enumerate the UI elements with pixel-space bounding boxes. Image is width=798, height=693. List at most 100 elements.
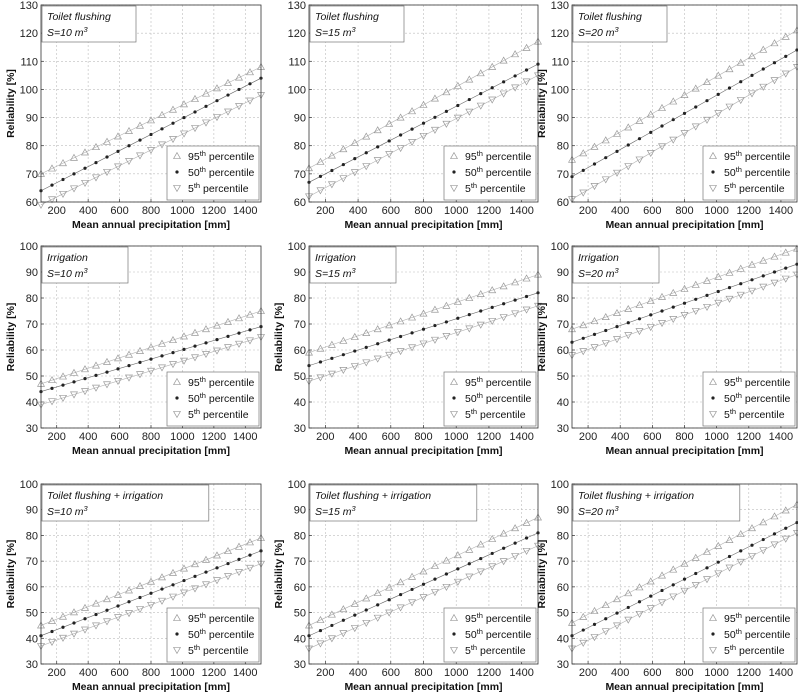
- data-point: [50, 629, 54, 634]
- legend-marker: [711, 170, 715, 174]
- data-point: [499, 90, 508, 98]
- data-point: [691, 123, 700, 131]
- data-point: [91, 622, 101, 630]
- data-point: [694, 105, 698, 109]
- y-tick-label: 30: [557, 423, 569, 435]
- data-point: [770, 252, 779, 260]
- legend-marker: [172, 151, 182, 159]
- data-point: [157, 364, 167, 372]
- legend-marker: [175, 632, 179, 636]
- data-point: [465, 325, 474, 333]
- data-point: [124, 350, 134, 358]
- data-point: [590, 142, 599, 150]
- x-tick-label: 1400: [509, 205, 533, 217]
- data-point: [201, 555, 211, 563]
- data-point: [581, 336, 585, 340]
- data-point: [157, 141, 167, 149]
- data-point: [612, 336, 622, 344]
- axes-frame: [571, 245, 798, 429]
- x-tick-label: 800: [675, 667, 693, 679]
- data-point: [226, 561, 230, 566]
- data-point: [421, 327, 426, 331]
- data-point: [669, 97, 678, 105]
- y-tick-label: 30: [557, 659, 569, 671]
- legend-label: 95th percentile: [724, 611, 791, 625]
- data-point: [190, 328, 200, 336]
- data-point: [387, 139, 391, 143]
- subplot: 200 400 600 800 1000 1200 1400 30 40 50 60 70 80 90 10…: [273, 479, 543, 693]
- legend-box: [166, 145, 260, 201]
- data-point: [750, 73, 754, 77]
- x-tick-label: 1000: [170, 431, 194, 443]
- data-point: [91, 384, 101, 392]
- x-tick-label: 1400: [233, 667, 257, 679]
- data-point: [408, 572, 417, 580]
- data-point: [362, 359, 371, 367]
- x-tick-label: 600: [382, 205, 400, 217]
- data-point: [80, 148, 90, 156]
- data-point: [91, 174, 101, 182]
- data-point: [215, 566, 219, 570]
- x-tick-label: 1200: [737, 205, 761, 217]
- data-point: [83, 377, 87, 381]
- data-point: [770, 541, 779, 549]
- series-0: [567, 500, 798, 626]
- data-point: [190, 354, 200, 362]
- series-1: [570, 520, 798, 638]
- data-point: [739, 80, 743, 84]
- data-point: [522, 78, 531, 86]
- data-point: [385, 119, 394, 127]
- data-point: [581, 628, 585, 632]
- x-tick-label: 1000: [704, 431, 728, 443]
- x-tick-label: 200: [316, 667, 334, 679]
- data-point: [223, 317, 233, 325]
- legend: 95th percentile 50th percentile 5th percen…: [166, 607, 260, 663]
- data-point: [442, 120, 451, 128]
- series-line: [40, 310, 262, 385]
- data-point: [396, 317, 405, 325]
- data-point: [770, 512, 779, 520]
- data-point: [408, 107, 417, 115]
- data-point: [601, 628, 610, 636]
- y-tick-label: 80: [557, 141, 569, 153]
- storage-superscript: 3: [351, 25, 356, 34]
- panel-annotation: Toilet flushing + irrigation S=10 m3: [41, 484, 210, 522]
- subplot: 200 400 600 800 1000 1200 1400 30 40 50 60 70 80 90 10…: [536, 241, 798, 457]
- x-axis-label: Mean annual precipitation [mm]: [344, 445, 502, 457]
- x-tick-label: 800: [414, 667, 432, 679]
- data-point: [430, 561, 439, 569]
- data-point: [113, 132, 123, 140]
- data-point: [419, 594, 428, 602]
- data-point: [488, 286, 497, 294]
- data-point: [465, 75, 474, 83]
- data-point: [61, 177, 65, 182]
- data-point: [694, 297, 698, 301]
- x-tick-label: 1200: [202, 667, 226, 679]
- data-point: [223, 108, 233, 116]
- y-tick-label: 130: [551, 0, 569, 12]
- legend-marker: [452, 632, 456, 636]
- data-point: [442, 556, 451, 564]
- x-tick-label: 400: [79, 205, 97, 217]
- x-axis-label: Mean annual precipitation [mm]: [72, 445, 230, 457]
- data-point: [419, 309, 428, 317]
- data-point: [116, 149, 120, 153]
- data-point: [245, 538, 255, 546]
- data-point: [680, 130, 689, 138]
- data-point: [499, 56, 508, 64]
- y-tick-label: 80: [294, 530, 306, 542]
- data-point: [201, 581, 211, 589]
- x-tick-label: 200: [48, 205, 66, 217]
- data-point: [204, 570, 208, 574]
- data-point: [714, 570, 723, 578]
- y-tick-label: 100: [20, 241, 38, 253]
- data-point: [190, 94, 200, 102]
- y-tick-label: 80: [26, 293, 38, 305]
- data-point: [234, 103, 244, 111]
- data-point: [83, 617, 87, 621]
- data-point: [442, 301, 451, 309]
- data-point: [330, 356, 334, 360]
- data-point: [747, 524, 757, 532]
- storage-superscript: 3: [83, 504, 88, 513]
- data-point: [511, 278, 520, 286]
